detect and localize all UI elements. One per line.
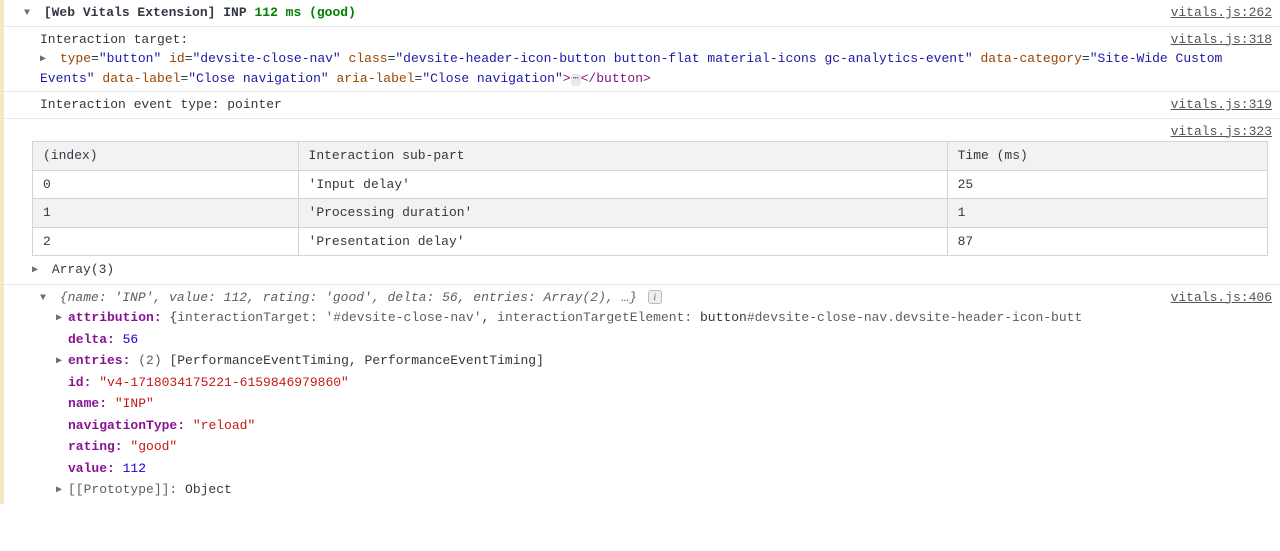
header-prefix: [Web Vitals Extension] INP [44,5,247,20]
prop-line[interactable]: value: 112 [56,458,1272,480]
table-row: 2'Presentation delay'87 [33,227,1268,256]
table-cell: 1 [947,199,1267,228]
table-cell: 87 [947,227,1267,256]
header-value: 112 ms (good) [254,5,355,20]
table-header: Time (ms) [947,142,1267,171]
disclosure-icon[interactable] [24,6,34,21]
source-link[interactable]: vitals.js:323 [1171,122,1272,142]
table-cell: 'Processing duration' [298,199,947,228]
object-body: attribution: {interactionTarget: '#devsi… [40,307,1272,501]
disclosure-icon[interactable] [56,311,66,326]
disclosure-icon[interactable] [40,52,50,67]
object-preview[interactable]: {name: 'INP', value: 112, rating: 'good'… [60,290,637,305]
table-cell: 0 [33,170,299,199]
prop-line[interactable]: name: "INP" [56,393,1272,415]
disclosure-icon[interactable] [32,263,42,278]
source-link[interactable]: vitals.js:318 [1171,30,1272,50]
table-cell: 'Input delay' [298,170,947,199]
event-type-text: Interaction event type: pointer [40,97,282,112]
interaction-target-label: Interaction target: [40,32,188,47]
console-group: vitals.js:262 [Web Vitals Extension] INP… [0,0,1280,504]
breakdown-table: (index)Interaction sub-partTime (ms) 0'I… [32,141,1268,256]
prop-attribution[interactable]: attribution: {interactionTarget: '#devsi… [56,307,1272,329]
prop-line[interactable]: rating: "good" [56,436,1272,458]
table-row: 0'Input delay'25 [33,170,1268,199]
table-cell: 25 [947,170,1267,199]
table-cell: 'Presentation delay' [298,227,947,256]
array-label[interactable]: Array(3) [52,262,114,277]
disclosure-icon[interactable] [40,291,50,306]
object-row: vitals.js:406 {name: 'INP', value: 112, … [4,284,1280,504]
disclosure-icon[interactable] [56,483,66,498]
prop-prototype[interactable]: [[Prototype]]: Object [56,479,1272,501]
prop-line[interactable]: delta: 56 [56,329,1272,351]
dom-element-preview[interactable]: type="button" id="devsite-close-nav" cla… [40,51,1222,86]
log-header-row: vitals.js:262 [Web Vitals Extension] INP… [4,0,1280,26]
info-icon[interactable]: i [648,290,662,304]
source-link[interactable]: vitals.js:406 [1171,288,1272,308]
table-row: 1'Processing duration'1 [33,199,1268,228]
table-header: (index) [33,142,299,171]
interaction-target-row: vitals.js:318 Interaction target: type="… [4,26,1280,92]
event-type-row: vitals.js:319 Interaction event type: po… [4,91,1280,118]
disclosure-icon[interactable] [56,354,66,369]
breakdown-section: vitals.js:323 (index)Interaction sub-par… [4,118,1280,284]
table-cell: 2 [33,227,299,256]
source-link[interactable]: vitals.js:262 [1171,3,1272,23]
prop-line[interactable]: navigationType: "reload" [56,415,1272,437]
table-cell: 1 [33,199,299,228]
prop-line[interactable]: id: "v4-1718034175221-6159846979860" [56,372,1272,394]
table-header: Interaction sub-part [298,142,947,171]
prop-line[interactable]: entries: (2) [PerformanceEventTiming, Pe… [56,350,1272,372]
source-link[interactable]: vitals.js:319 [1171,95,1272,115]
